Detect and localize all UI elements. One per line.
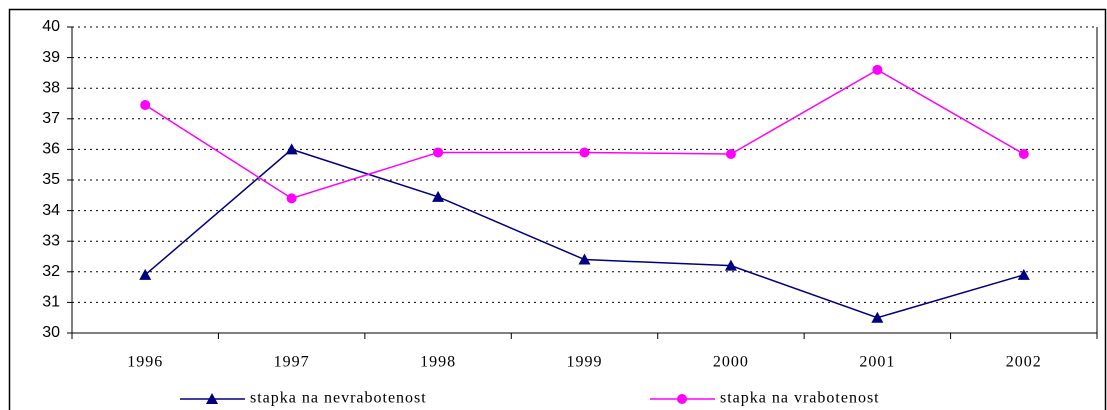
point xyxy=(1018,148,1029,159)
point xyxy=(872,64,883,75)
legend-marker xyxy=(677,394,687,404)
point xyxy=(1017,268,1030,280)
x-tick-label: 1996 xyxy=(127,354,163,371)
y-tick-label: 33 xyxy=(42,232,60,249)
y-tick-label: 36 xyxy=(42,141,60,158)
x-tick-label: 1998 xyxy=(420,354,456,371)
y-tick-label: 31 xyxy=(42,294,60,311)
legend-label: stapka na nevrabotenost xyxy=(250,390,427,407)
x-tick-label: 2002 xyxy=(1006,354,1042,371)
point xyxy=(724,259,737,271)
series-line xyxy=(144,148,1025,319)
x-tick-label: 2001 xyxy=(859,354,895,371)
y-tick-label: 40 xyxy=(42,18,60,35)
x-tick-label: 1997 xyxy=(274,354,310,371)
point xyxy=(285,143,298,155)
x-tick-label: 2000 xyxy=(713,354,749,371)
legend-label: stapka na vrabotenost xyxy=(720,390,880,407)
y-tick-label: 35 xyxy=(42,171,60,188)
point xyxy=(286,193,297,204)
y-tick-label: 37 xyxy=(42,110,60,127)
series-line xyxy=(144,68,1025,200)
point xyxy=(432,190,445,202)
point xyxy=(871,311,884,323)
y-tick-label: 34 xyxy=(42,202,60,219)
legend-marker xyxy=(206,393,218,404)
x-tick-label: 1999 xyxy=(567,354,603,371)
point xyxy=(578,253,591,265)
y-tick-label: 30 xyxy=(42,324,60,341)
point xyxy=(433,147,444,158)
chart-border xyxy=(8,8,1107,410)
point xyxy=(140,100,151,111)
y-tick-label: 39 xyxy=(42,49,60,66)
y-tick-label: 32 xyxy=(42,263,60,280)
point xyxy=(725,148,736,159)
point xyxy=(579,147,590,158)
y-tick-label: 38 xyxy=(42,79,60,96)
point xyxy=(139,268,152,280)
